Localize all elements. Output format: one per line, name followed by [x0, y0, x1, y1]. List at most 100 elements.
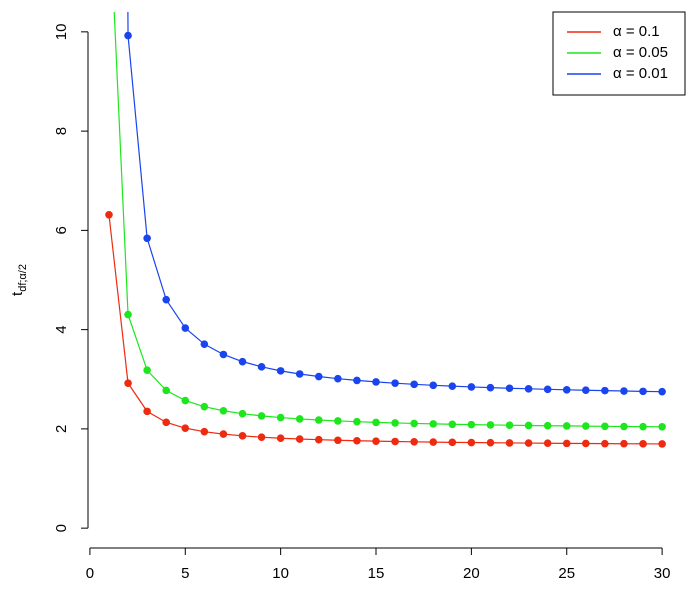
data-point: [639, 422, 647, 431]
data-point: [562, 439, 571, 448]
data-point: [410, 437, 418, 446]
data-point: [582, 422, 590, 430]
data-point: [238, 432, 247, 440]
data-point: [219, 350, 228, 359]
x-tick-label: 20: [463, 565, 480, 582]
data-point: [391, 437, 399, 446]
legend-label: α = 0.05: [613, 44, 668, 61]
data-point: [601, 439, 609, 448]
data-point: [334, 417, 342, 425]
data-point: [334, 374, 342, 383]
data-point: [505, 439, 514, 447]
data-point: [486, 421, 495, 429]
data-point: [124, 379, 132, 388]
x-tick-label: 10: [272, 565, 289, 582]
data-point: [391, 379, 399, 387]
data-point: [620, 422, 628, 431]
data-point: [219, 430, 228, 438]
data-point: [601, 386, 609, 395]
data-point: [314, 372, 323, 381]
data-point: [238, 409, 247, 418]
data-point: [276, 434, 285, 443]
data-point: [238, 357, 247, 366]
x-tick-label: 0: [86, 565, 94, 582]
data-point: [372, 378, 380, 386]
y-tick-label: 10: [53, 24, 70, 41]
series-line: [108, 214, 663, 445]
data-point: [257, 433, 266, 441]
data-point: [181, 396, 190, 405]
data-point: [314, 416, 323, 424]
data-point: [295, 370, 304, 378]
data-point: [543, 385, 552, 394]
data-point: [543, 421, 552, 430]
data-point: [429, 420, 438, 428]
data-point: [143, 407, 151, 416]
data-point: [486, 438, 495, 447]
data-point: [524, 385, 533, 393]
data-point: [658, 440, 666, 448]
data-point: [124, 310, 132, 319]
y-tick-label: 8: [53, 127, 70, 135]
data-point: [143, 234, 151, 243]
x-tick-label: 25: [558, 565, 575, 582]
data-point: [524, 421, 533, 430]
data-point: [639, 387, 647, 396]
y-label-subscript: df;α/2: [17, 264, 29, 292]
data-point: [448, 438, 457, 447]
data-point: [124, 31, 132, 40]
data-point: [353, 376, 361, 385]
data-point: [276, 413, 285, 422]
data-point: [162, 295, 171, 304]
data-point: [181, 324, 190, 332]
data-point: [372, 437, 380, 445]
data-point: [410, 419, 418, 428]
data-point: [410, 380, 418, 389]
data-point: [391, 419, 399, 427]
data-point: [429, 381, 438, 390]
y-axis-label: tdf;α/2: [9, 264, 29, 296]
data-point: [467, 420, 476, 429]
data-point: [448, 382, 457, 390]
data-point: [257, 412, 266, 420]
data-point: [543, 439, 552, 448]
y-label-main: t: [9, 291, 26, 296]
data-point: [105, 210, 113, 219]
x-tick-label: 15: [368, 565, 385, 582]
data-point: [181, 424, 190, 432]
y-tick-label: 0: [53, 524, 70, 532]
data-point: [486, 383, 495, 392]
data-point: [429, 438, 438, 446]
data-point: [276, 367, 285, 375]
data-point: [162, 418, 171, 427]
data-point: [467, 438, 476, 447]
data-point: [143, 366, 151, 375]
data-point: [658, 387, 666, 396]
data-point: [200, 402, 209, 411]
data-point: [658, 423, 666, 431]
data-point: [582, 386, 590, 395]
plot-area: [105, 12, 666, 448]
data-point: [219, 406, 228, 415]
data-point: [353, 436, 361, 445]
data-point: [334, 436, 342, 445]
data-point: [295, 435, 304, 443]
y-tick-label: 4: [53, 325, 70, 333]
data-point: [562, 422, 571, 430]
data-point: [562, 386, 571, 394]
data-point: [200, 340, 209, 348]
legend-label: α = 0.1: [613, 23, 660, 40]
data-point: [372, 418, 380, 427]
data-point: [620, 439, 628, 448]
x-tick-label: 5: [181, 565, 189, 582]
data-point: [467, 383, 476, 391]
data-point: [353, 417, 361, 426]
data-point: [505, 421, 514, 430]
data-point: [257, 363, 266, 371]
data-point: [505, 384, 514, 393]
data-point: [200, 427, 209, 436]
data-point: [448, 420, 457, 429]
x-tick-label: 30: [654, 565, 671, 582]
data-point: [620, 387, 628, 395]
